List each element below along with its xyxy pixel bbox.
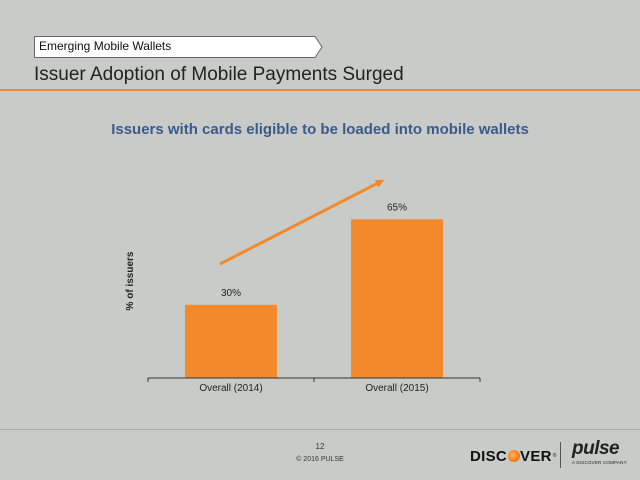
x-tick-label-2: Overall (2015) [365, 383, 428, 394]
bar-2 [351, 219, 443, 378]
discover-orange-dot-icon [507, 450, 520, 462]
bar-chart: 30% 65% % of issuers Overall (2014) Overal… [125, 179, 481, 394]
discover-logo-pre: DISC [470, 447, 508, 465]
page-title: Issuer Adoption of Mobile Payments Surge… [34, 64, 404, 85]
x-tick-label-1: Overall (2014) [199, 383, 262, 394]
pulse-logo: pulse A DISCOVER COMPANY [572, 438, 632, 466]
section-tag: Emerging Mobile Wallets [34, 36, 323, 58]
data-label-2: 65% [387, 202, 407, 213]
chart-title: Issuers with cards eligible to be loaded… [111, 121, 529, 138]
section-label: Emerging Mobile Wallets [39, 39, 172, 53]
title-divider [0, 89, 640, 91]
logo-divider [560, 442, 561, 468]
pulse-logo-tagline: A DISCOVER COMPANY [572, 460, 627, 465]
discover-trademark: ® [552, 453, 557, 459]
footer-divider [0, 429, 640, 430]
discover-logo: DISC VER ® [470, 447, 557, 465]
copyright: © 2016 PULSE [296, 456, 344, 463]
discover-logo-post: VER [520, 447, 552, 465]
pulse-logo-word: pulse [572, 438, 620, 459]
y-axis-label: % of issuers [125, 251, 136, 310]
data-label-1: 30% [221, 288, 241, 299]
section-tag-shape [34, 36, 323, 58]
trend-arrow [219, 179, 385, 266]
bar-1 [185, 304, 277, 378]
page-number: 12 [315, 442, 325, 451]
